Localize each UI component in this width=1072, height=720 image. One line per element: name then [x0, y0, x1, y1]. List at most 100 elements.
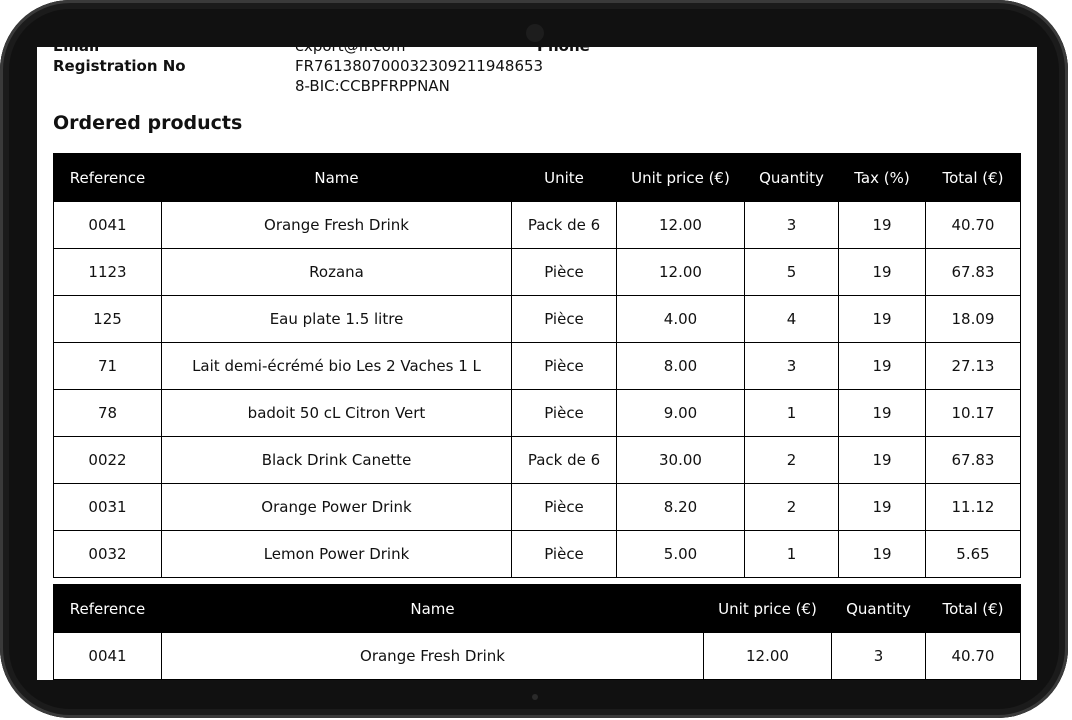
- table-cell: Pack de 6: [511, 201, 617, 249]
- table-cell: Pièce: [511, 342, 617, 390]
- table-cell: 1: [744, 389, 839, 437]
- table-row: 0032 Lemon Power Drink Pièce 5.00 1 19 5.65: [53, 530, 1021, 578]
- table-cell: 19: [838, 483, 926, 531]
- table-row: 125 Eau plate 1.5 litre Pièce 4.00 4 19 18.09: [53, 295, 1021, 343]
- table-cell: 71: [53, 342, 162, 390]
- table-head: Reference Name Unit price (€) Quantity Total…: [53, 584, 1021, 633]
- table-cell: 40.70: [925, 201, 1021, 249]
- table-cell: 0041: [53, 201, 162, 249]
- table-cell: 19: [838, 436, 926, 484]
- table-cell: 125: [53, 295, 162, 343]
- table-cell: 1123: [53, 248, 162, 296]
- summary-table: Reference Name Unit price (€) Quantity Total…: [53, 584, 1021, 680]
- table-head: Reference Name Unite Unit price (€) Quantity…: [53, 153, 1021, 202]
- table-cell: 0031: [53, 483, 162, 531]
- table-cell: 10.17: [925, 389, 1021, 437]
- table-cell: Orange Power Drink: [161, 483, 512, 531]
- column-header: Total (€): [925, 584, 1021, 633]
- table-cell: 67.83: [925, 248, 1021, 296]
- table-cell: 0041: [53, 632, 162, 680]
- table-cell: 27.13: [925, 342, 1021, 390]
- table-cell: Lemon Power Drink: [161, 530, 512, 578]
- table-cell: 78: [53, 389, 162, 437]
- column-header: Quantity: [744, 153, 839, 202]
- header-row: Reference Name Unite Unit price (€) Quantity…: [53, 153, 1021, 202]
- table-cell: 5.00: [616, 530, 745, 578]
- table-body: 0041 Orange Fresh Drink Pack de 6 12.00 3 19 4…: [53, 201, 1021, 578]
- table-cell: 19: [838, 389, 926, 437]
- table-row: 0041 Orange Fresh Drink Pack de 6 12.00 3 19 4…: [53, 201, 1021, 249]
- table-cell: 12.00: [616, 248, 745, 296]
- table-cell: 3: [744, 342, 839, 390]
- column-header: Unite: [511, 153, 617, 202]
- column-header: Reference: [53, 584, 162, 633]
- table-cell: 9.00: [616, 389, 745, 437]
- table-cell: 3: [831, 632, 926, 680]
- table-cell: 8.20: [616, 483, 745, 531]
- table-row: 0022 Black Drink Canette Pack de 6 30.00 2 19…: [53, 436, 1021, 484]
- info-value: 8-BIC:CCBPFRPPNAN: [295, 77, 450, 95]
- table-cell: Eau plate 1.5 litre: [161, 295, 512, 343]
- table-cell: Pièce: [511, 530, 617, 578]
- table-cell: Pièce: [511, 389, 617, 437]
- table-cell: 67.83: [925, 436, 1021, 484]
- column-header: Quantity: [831, 584, 926, 633]
- table-cell: Lait demi-écrémé bio Les 2 Vaches 1 L: [161, 342, 512, 390]
- products-table: Reference Name Unite Unit price (€) Quantity…: [53, 153, 1021, 578]
- table-cell: 19: [838, 248, 926, 296]
- header-row: Reference Name Unit price (€) Quantity Total…: [53, 584, 1021, 633]
- section-title: Ordered products: [53, 112, 243, 134]
- table-cell: badoit 50 cL Citron Vert: [161, 389, 512, 437]
- table-row: 78 badoit 50 cL Citron Vert Pièce 9.00 1 19 10…: [53, 389, 1021, 437]
- column-header: Unit price (€): [616, 153, 745, 202]
- table-cell: 11.12: [925, 483, 1021, 531]
- table-cell: 19: [838, 295, 926, 343]
- table-cell: 40.70: [925, 632, 1021, 680]
- column-header: Name: [161, 584, 704, 633]
- column-header: Unit price (€): [703, 584, 832, 633]
- table-cell: Black Drink Canette: [161, 436, 512, 484]
- info-label: Phone: [537, 47, 590, 56]
- column-header: Name: [161, 153, 512, 202]
- table-cell: 3: [744, 201, 839, 249]
- column-header: Reference: [53, 153, 162, 202]
- info-label: Email: [53, 47, 99, 56]
- table-cell: Orange Fresh Drink: [161, 632, 704, 680]
- table-cell: 12.00: [703, 632, 832, 680]
- table-cell: 12.00: [616, 201, 745, 249]
- table-cell: 19: [838, 201, 926, 249]
- table-cell: 1: [744, 530, 839, 578]
- table-cell: Pièce: [511, 248, 617, 296]
- table-cell: 4.00: [616, 295, 745, 343]
- table-cell: 5: [744, 248, 839, 296]
- screen: Email export@fr.com Phone Registration N…: [37, 47, 1037, 680]
- table-cell: 2: [744, 436, 839, 484]
- table-cell: 2: [744, 483, 839, 531]
- table-cell: Pièce: [511, 483, 617, 531]
- table-cell: 0022: [53, 436, 162, 484]
- column-header: Tax (%): [838, 153, 926, 202]
- table-row: 0041 Orange Fresh Drink 12.00 3 40.70: [53, 632, 1021, 680]
- table-cell: Pack de 6: [511, 436, 617, 484]
- table-body: 0041 Orange Fresh Drink 12.00 3 40.70: [53, 632, 1021, 680]
- table-cell: 0032: [53, 530, 162, 578]
- table-cell: 8.00: [616, 342, 745, 390]
- camera: [526, 24, 544, 42]
- column-header: Total (€): [925, 153, 1021, 202]
- info-value: export@fr.com: [295, 47, 405, 56]
- table-cell: 18.09: [925, 295, 1021, 343]
- info-value: FR761380700032309211948653: [295, 57, 544, 75]
- table-row: 0031 Orange Power Drink Pièce 8.20 2 19 11.12: [53, 483, 1021, 531]
- table-cell: Orange Fresh Drink: [161, 201, 512, 249]
- table-row: 1123 Rozana Pièce 12.00 5 19 67.83: [53, 248, 1021, 296]
- table-cell: 4: [744, 295, 839, 343]
- info-label: Registration No: [53, 57, 186, 75]
- table-cell: 19: [838, 342, 926, 390]
- table-cell: Pièce: [511, 295, 617, 343]
- table-cell: 30.00: [616, 436, 745, 484]
- table-cell: Rozana: [161, 248, 512, 296]
- sensor-dot: [532, 694, 538, 700]
